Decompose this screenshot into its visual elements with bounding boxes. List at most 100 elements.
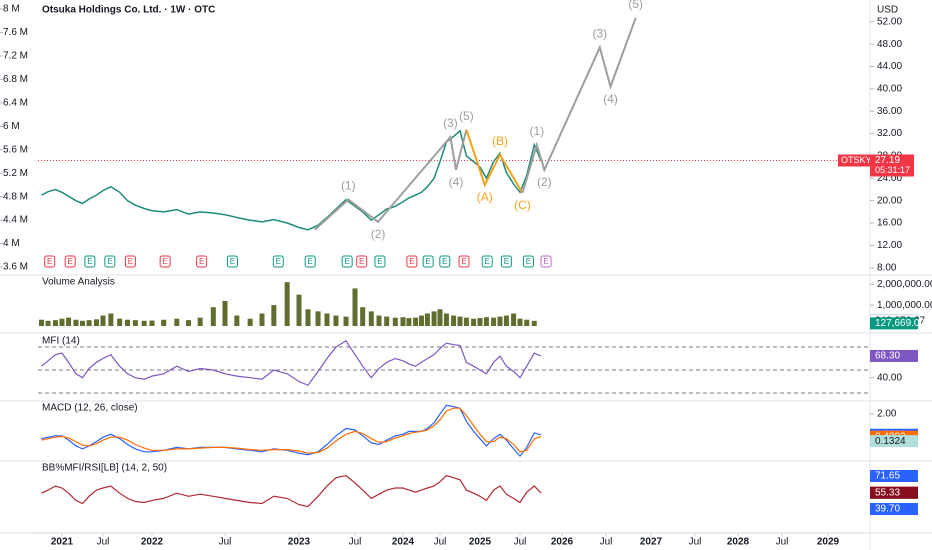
wave-label: (3) bbox=[593, 27, 608, 41]
bar bbox=[437, 309, 443, 326]
y-tick-label: 8.00 bbox=[877, 262, 897, 273]
bar bbox=[483, 317, 489, 326]
x-tick-label: Jul bbox=[514, 537, 527, 548]
event-marker bbox=[374, 255, 386, 268]
y-tick-label: 24.00 bbox=[877, 173, 902, 184]
event-marker bbox=[481, 255, 493, 268]
event-marker bbox=[540, 255, 552, 268]
countdown: 05:31:17 bbox=[875, 165, 910, 175]
y-tick-label: 32.00 bbox=[877, 128, 902, 139]
y2-tick-label: 4.8 M bbox=[3, 191, 28, 202]
bar bbox=[86, 320, 92, 326]
y-tick-label: 16.00 bbox=[877, 218, 902, 229]
event-label: E bbox=[344, 257, 349, 266]
line-series bbox=[41, 474, 542, 508]
event-label: E bbox=[47, 257, 52, 266]
y2-tick-label: 6 M bbox=[3, 121, 20, 132]
line-series bbox=[41, 404, 542, 458]
pane-title: Volume Analysis bbox=[42, 277, 115, 288]
wave-label: (B) bbox=[492, 134, 508, 148]
bar bbox=[360, 307, 366, 326]
wave-path bbox=[465, 129, 524, 194]
x-tick-label: Jul bbox=[219, 537, 232, 548]
value-marker-label: 55.33 bbox=[875, 488, 900, 499]
value-marker bbox=[870, 486, 918, 499]
bar bbox=[463, 317, 469, 326]
bar bbox=[419, 315, 424, 326]
currency: USD bbox=[877, 5, 898, 16]
price-box bbox=[870, 154, 914, 177]
wave-label: (1) bbox=[341, 179, 356, 193]
bar bbox=[296, 294, 302, 326]
bar bbox=[59, 318, 65, 326]
bar bbox=[210, 307, 216, 326]
bar bbox=[511, 313, 517, 326]
value-marker bbox=[870, 349, 918, 362]
bar bbox=[174, 318, 180, 326]
bar bbox=[392, 317, 398, 326]
y2-tick-label: 6.8 M bbox=[3, 74, 28, 85]
event-marker bbox=[84, 255, 96, 268]
y-tick-label: 36.00 bbox=[877, 106, 902, 117]
bar bbox=[80, 320, 85, 326]
x-tick-label: 2024 bbox=[392, 537, 415, 548]
x-tick-label: 2023 bbox=[288, 537, 311, 548]
event-label: E bbox=[128, 257, 133, 266]
event-marker bbox=[439, 255, 451, 268]
bar bbox=[125, 319, 130, 326]
event-label: E bbox=[308, 257, 313, 266]
bar bbox=[471, 318, 477, 326]
bar bbox=[234, 315, 240, 326]
event-marker bbox=[64, 255, 76, 268]
event-label: E bbox=[409, 257, 414, 266]
y2-tick-label: 5.2 M bbox=[3, 168, 28, 179]
bar bbox=[413, 317, 419, 326]
y2-tick-label: 5.6 M bbox=[3, 144, 28, 155]
event-marker bbox=[522, 255, 534, 268]
event-label: E bbox=[504, 257, 509, 266]
value-marker bbox=[870, 503, 918, 516]
bar bbox=[284, 282, 290, 326]
value-marker-label: 0.1324 bbox=[875, 436, 906, 447]
wave-label: (A) bbox=[477, 190, 493, 204]
x-tick-label: 2027 bbox=[640, 537, 663, 548]
bar bbox=[497, 316, 503, 326]
bar bbox=[141, 320, 147, 326]
bar bbox=[451, 315, 457, 326]
bar bbox=[52, 320, 58, 326]
line-series bbox=[41, 339, 542, 387]
bar bbox=[406, 318, 412, 326]
event-label: E bbox=[442, 257, 447, 266]
value-marker-label: 127,669.00 bbox=[875, 318, 925, 329]
y-tick-label: 2.00 bbox=[877, 409, 897, 420]
value-marker bbox=[870, 470, 918, 483]
x-tick-label: 2025 bbox=[469, 537, 492, 548]
bar bbox=[431, 311, 437, 326]
event-marker bbox=[341, 255, 353, 268]
y-tick-label: 20.00 bbox=[877, 195, 902, 206]
wave-label: (2) bbox=[537, 175, 552, 189]
bar bbox=[271, 305, 277, 326]
event-marker bbox=[272, 255, 284, 268]
y2-tick-label: 7.6 M bbox=[3, 27, 28, 38]
bar bbox=[531, 320, 537, 326]
event-label: E bbox=[107, 257, 112, 266]
symbol-label: OTSKY bbox=[841, 155, 872, 165]
event-marker bbox=[422, 255, 434, 268]
bar bbox=[66, 317, 72, 326]
value-marker bbox=[870, 317, 918, 330]
bar bbox=[324, 313, 330, 326]
bar bbox=[343, 316, 349, 326]
event-label: E bbox=[543, 257, 548, 266]
bar bbox=[315, 311, 321, 326]
bar bbox=[247, 318, 253, 326]
wave-label: (1) bbox=[529, 124, 544, 138]
bar bbox=[457, 316, 463, 326]
y2-tick-label: 4.4 M bbox=[3, 215, 28, 226]
x-tick-label: Jul bbox=[434, 537, 447, 548]
bar bbox=[259, 313, 265, 326]
value-marker-label: 71.65 bbox=[875, 471, 900, 482]
event-label: E bbox=[199, 257, 204, 266]
event-label: E bbox=[485, 257, 490, 266]
